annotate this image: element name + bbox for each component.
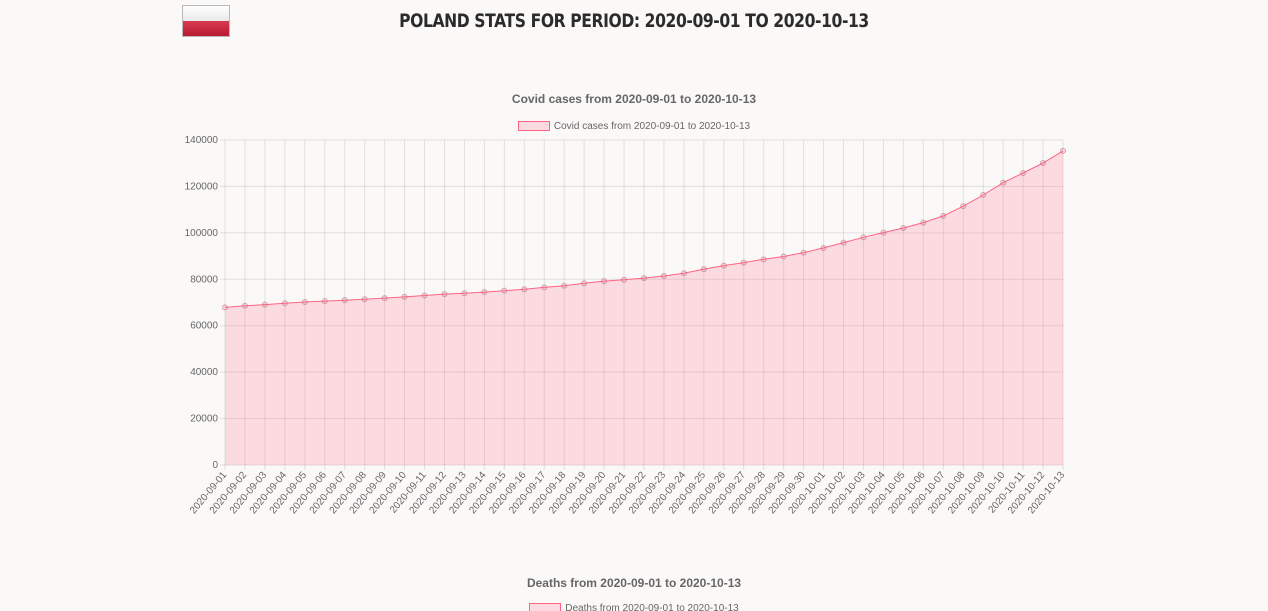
data-point xyxy=(680,270,687,277)
y-tick-label: 80000 xyxy=(190,274,218,285)
data-point xyxy=(401,293,408,300)
page-title: Poland stats for period: 2020-09-01 to 2… xyxy=(399,10,869,32)
series-area xyxy=(225,150,1063,465)
data-point xyxy=(1060,147,1066,154)
legend-label: Covid cases from 2020-09-01 to 2020-10-1… xyxy=(553,121,751,132)
poland-flag-icon xyxy=(182,5,230,37)
data-point xyxy=(940,212,947,219)
data-point xyxy=(601,278,608,285)
data-point xyxy=(880,229,887,236)
deaths-chart-legend[interactable]: Deaths from 2020-09-01 to 2020-10-13 xyxy=(0,603,1268,611)
data-point xyxy=(641,275,647,282)
legend-swatch xyxy=(529,603,562,611)
data-point xyxy=(920,219,927,226)
data-point xyxy=(621,276,628,283)
flag-white-stripe xyxy=(183,6,229,21)
y-tick-label: 40000 xyxy=(190,367,218,378)
y-tick-label: 0 xyxy=(212,460,218,471)
cases-chart-legend[interactable]: Covid cases from 2020-09-01 to 2020-10-1… xyxy=(0,121,1268,132)
data-point xyxy=(461,290,468,297)
cases-chart-title: Covid cases from 2020-09-01 to 2020-10-1… xyxy=(511,92,757,106)
y-tick-label: 140000 xyxy=(185,135,219,146)
data-point xyxy=(760,256,767,263)
data-point xyxy=(561,282,568,289)
y-tick-label: 60000 xyxy=(190,321,218,332)
data-point xyxy=(800,249,807,256)
data-point xyxy=(361,296,368,303)
data-point xyxy=(740,259,747,266)
data-point xyxy=(1040,159,1047,166)
data-point xyxy=(281,300,288,307)
data-point xyxy=(341,297,348,304)
data-point xyxy=(521,286,528,293)
data-point xyxy=(900,224,907,231)
flag-red-stripe xyxy=(183,21,229,36)
deaths-chart-title: Deaths from 2020-09-01 to 2020-10-13 xyxy=(526,576,742,590)
data-point xyxy=(222,304,228,311)
data-point xyxy=(441,291,448,298)
data-point xyxy=(541,284,548,291)
y-tick-label: 120000 xyxy=(185,181,219,192)
data-point xyxy=(720,262,727,269)
data-point xyxy=(261,301,268,308)
data-point xyxy=(481,289,488,296)
data-point xyxy=(820,244,827,251)
data-point xyxy=(980,192,987,199)
y-tick-label: 20000 xyxy=(190,414,218,425)
data-point xyxy=(700,266,707,273)
data-point xyxy=(1020,169,1027,176)
y-tick-label: 100000 xyxy=(185,228,219,239)
data-point xyxy=(581,280,588,287)
data-point xyxy=(421,292,428,299)
data-point xyxy=(321,298,328,305)
legend-label: Deaths from 2020-09-01 to 2020-10-13 xyxy=(565,603,739,611)
data-point xyxy=(301,299,308,306)
data-point xyxy=(1000,179,1007,186)
data-point xyxy=(780,253,787,260)
data-point xyxy=(960,203,967,210)
legend-swatch xyxy=(517,121,550,132)
data-point xyxy=(501,287,508,294)
data-point xyxy=(241,302,248,309)
data-point xyxy=(381,295,388,302)
data-point xyxy=(840,239,847,246)
data-point xyxy=(860,234,867,241)
series-line xyxy=(224,150,1064,308)
data-point xyxy=(660,273,667,280)
